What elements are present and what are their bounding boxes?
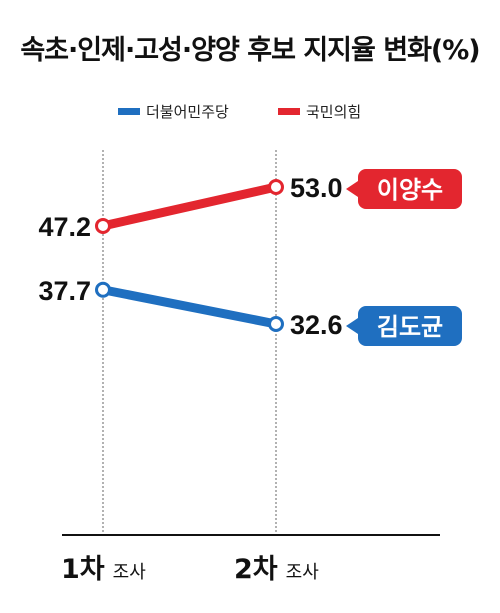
series-layer: 37.7 32.6 김도균 47.2 53.0 이양수 bbox=[38, 169, 462, 346]
legend: 더불어민주당 국민의힘 bbox=[118, 103, 361, 121]
candidate-name-1: 이양수 bbox=[377, 176, 443, 204]
data-label-1-1: 53.0 bbox=[290, 173, 343, 203]
candidate-tag-pointer-0 bbox=[346, 318, 358, 334]
legend-label-0: 더불어민주당 bbox=[146, 103, 229, 121]
x-tick-label-1: 2차 조사 bbox=[234, 554, 319, 585]
legend-label-1: 국민의힘 bbox=[306, 103, 361, 121]
x-tick-label-0: 1차 조사 bbox=[61, 554, 146, 585]
data-point-0-0 bbox=[95, 281, 111, 298]
data-label-0-1: 32.6 bbox=[290, 310, 343, 340]
series-line-0 bbox=[98, 285, 281, 329]
legend-swatch-0 bbox=[118, 108, 140, 115]
chart-title: 속초·인제·고성·양양 후보 지지율 변화(%) bbox=[20, 35, 480, 66]
candidate-tag-0 bbox=[358, 306, 462, 346]
data-point-0-1 bbox=[268, 316, 284, 332]
candidate-tag-pointer-1 bbox=[346, 181, 358, 197]
data-label-1-0: 47.2 bbox=[38, 212, 91, 242]
candidate-tag-1 bbox=[358, 169, 462, 209]
data-point-1-1 bbox=[268, 179, 284, 195]
candidate-name-0: 김도균 bbox=[377, 313, 443, 341]
data-point-1-0 bbox=[95, 217, 111, 234]
legend-swatch-1 bbox=[278, 108, 300, 115]
axes: 1차 조사 2차 조사 bbox=[61, 150, 440, 585]
series-line-1 bbox=[98, 182, 281, 231]
data-label-0-0: 37.7 bbox=[38, 276, 91, 306]
